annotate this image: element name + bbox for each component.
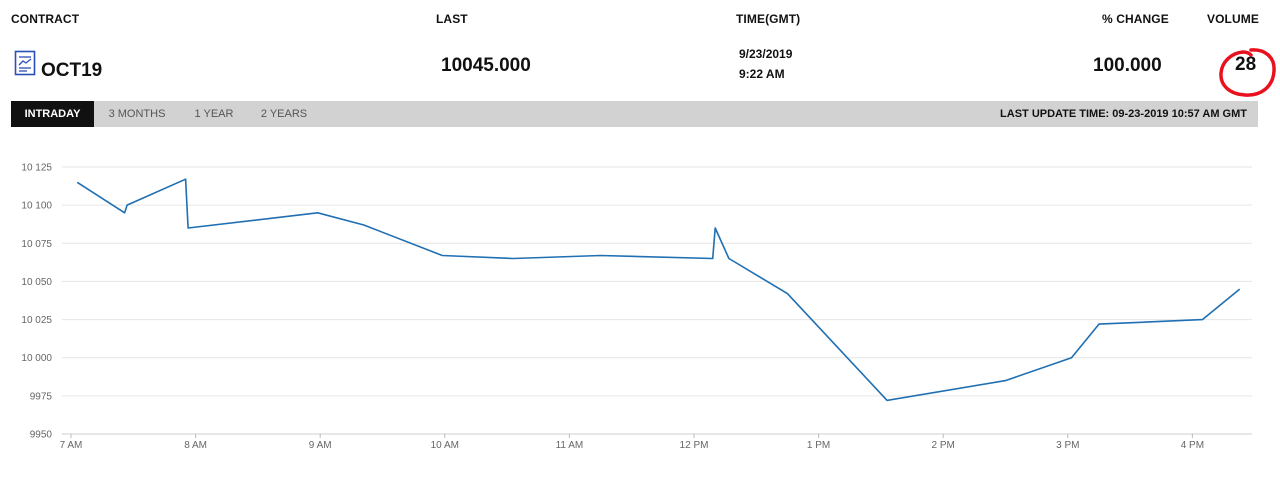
y-tick-label: 10 025 <box>21 315 52 326</box>
x-tick-label: 7 AM <box>60 440 83 451</box>
y-tick-label: 9975 <box>30 391 53 402</box>
tab-3-months[interactable]: 3 MONTHS <box>108 108 166 120</box>
y-tick-label: 10 050 <box>21 277 52 288</box>
x-tick-label: 3 PM <box>1056 440 1079 451</box>
x-tick-label: 9 AM <box>309 440 332 451</box>
tab-2-years[interactable]: 2 YEARS <box>260 108 308 120</box>
x-tick-label: 10 AM <box>431 440 459 451</box>
y-tick-label: 9950 <box>30 430 53 441</box>
y-tick-label: 10 000 <box>21 353 52 364</box>
volume-highlight-circle <box>1219 48 1276 97</box>
y-tick-label: 10 125 <box>21 163 52 174</box>
change-header: % CHANGE <box>1102 12 1169 26</box>
quote-time: 9:22 AM <box>739 67 785 81</box>
contract-header: CONTRACT <box>11 12 80 26</box>
quote-date: 9/23/2019 <box>739 47 793 61</box>
x-tick-label: 12 PM <box>680 440 709 451</box>
time-header: TIME(GMT) <box>736 12 801 26</box>
price-series-line <box>76 178 1241 402</box>
y-tick-label: 10 075 <box>21 239 52 250</box>
x-tick-label: 1 PM <box>807 440 830 451</box>
volume-value: 28 <box>1235 54 1257 75</box>
volume-header: VOLUME <box>1207 12 1259 26</box>
document-chart-icon[interactable] <box>14 50 36 76</box>
intraday-line-chart: 10 125 10 100 10 075 10 050 10 025 10 000 9975… <box>21 163 1252 451</box>
tab-1-year[interactable]: 1 YEAR <box>194 108 234 120</box>
last-price: 10045.000 <box>441 55 531 76</box>
x-tick-label: 8 AM <box>184 440 207 451</box>
last-update-time: LAST UPDATE TIME: 09-23-2019 10:57 AM GM… <box>1000 108 1247 120</box>
x-tick-label: 4 PM <box>1181 440 1204 451</box>
range-tab-bar: INTRADAY 3 MONTHS 1 YEAR 2 YEARS LAST UP… <box>11 101 1258 127</box>
last-header: LAST <box>436 12 468 26</box>
y-tick-label: 10 100 <box>21 201 52 212</box>
percent-change: 100.000 <box>1093 55 1162 76</box>
contract-name[interactable]: OCT19 <box>41 60 103 81</box>
x-tick-label: 11 AM <box>556 440 584 451</box>
x-tick-label: 2 PM <box>932 440 955 451</box>
tab-intraday[interactable]: INTRADAY <box>11 101 94 127</box>
